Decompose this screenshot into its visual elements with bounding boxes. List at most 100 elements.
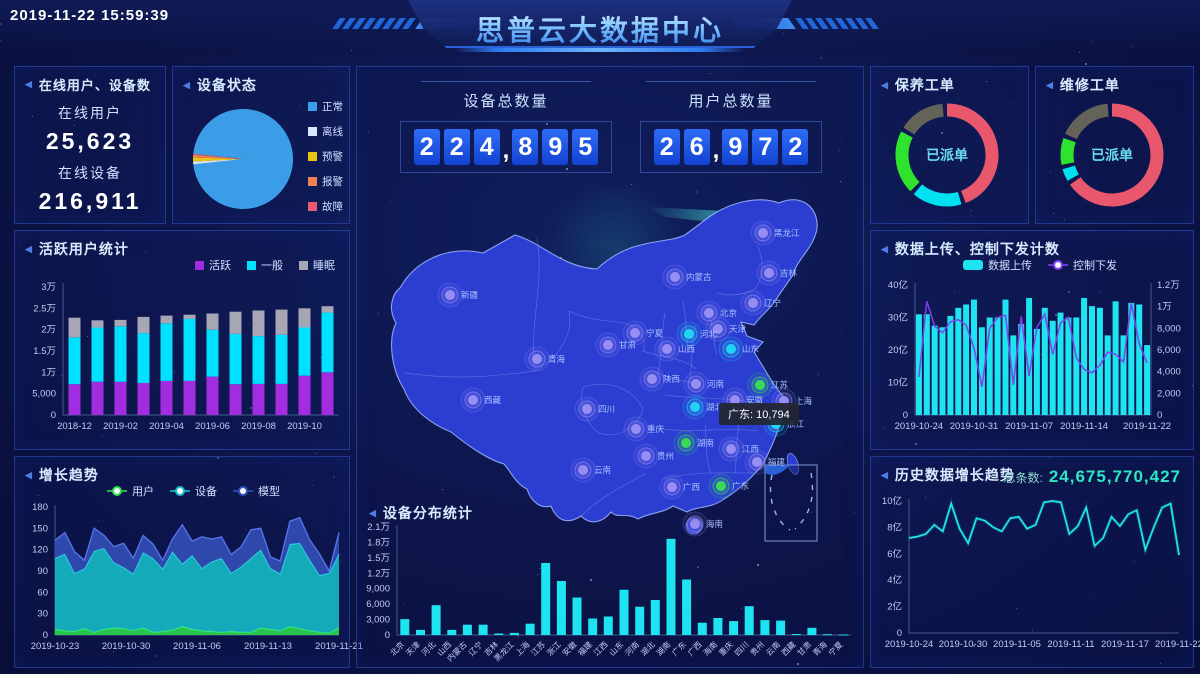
svg-text:1万: 1万	[41, 367, 56, 378]
map-bubble-湖北[interactable]: 湖北	[682, 394, 724, 420]
active-users-bar-chart[interactable]: 0 5,000 1万 1.5万 2万 2.5万 3万 2018-12 2019-02 2019-0…	[15, 275, 349, 449]
upload-barline-chart[interactable]: 0 10亿 20亿 30亿 40亿 0 2,000 4,000 6,000 8,000 1万 1.2万…	[871, 275, 1193, 449]
panel-device-status: ◀ 设备状态 正常 离线 预警 报警 故障	[172, 66, 350, 224]
panel-arrow-icon: ◀	[881, 79, 889, 90]
legend-label: 预警	[322, 151, 343, 163]
device-status-pie-chart[interactable]	[173, 93, 349, 223]
legend-item[interactable]: 预警	[308, 149, 343, 164]
map-bubble-宁夏[interactable]: 宁夏	[622, 320, 664, 346]
svg-text:40亿: 40亿	[888, 279, 908, 291]
map-bubble-内蒙古[interactable]: 内蒙古	[662, 264, 712, 290]
upload-legend[interactable]: 数据上传 控制下发	[963, 257, 1117, 273]
legend-item[interactable]: 正常	[308, 99, 343, 114]
panel-arrow-icon: ◀	[881, 243, 889, 254]
map-bubble-海南[interactable]: 海南	[682, 511, 723, 537]
map-bubble-新疆[interactable]: 新疆	[437, 282, 479, 308]
svg-text:北京: 北京	[388, 639, 406, 657]
growth-area-chart[interactable]: 0 30 60 90 120 150 180 2019-10-23 2019-10-30 2019…	[15, 501, 363, 667]
map-bubble-河南[interactable]: 河南	[683, 371, 724, 397]
svg-text:6亿: 6亿	[887, 548, 902, 560]
history-total-label: 总条数:	[1003, 471, 1043, 485]
legend-item[interactable]: 活跃	[195, 257, 231, 273]
svg-text:四川: 四川	[733, 640, 751, 658]
legend-item[interactable]: 故障	[308, 199, 343, 214]
map-bubble-江西[interactable]: 江西	[718, 436, 759, 462]
distribution-bar-chart[interactable]: 03,0006,0009,0001.2万1.5万1.8万2.1万北京天津河北山西…	[357, 522, 863, 671]
map-bubble-吉林[interactable]: 吉林	[756, 260, 798, 286]
page-title: 思普云大数据中心	[0, 9, 1200, 49]
history-total: 总条数: 24,675,770,427	[1003, 467, 1181, 487]
legend-item[interactable]: 报警	[308, 174, 343, 189]
map-bubble-天津[interactable]: 天津	[705, 316, 747, 342]
svg-text:上海: 上海	[795, 396, 813, 406]
distribution-title-row: ◀ 设备分布统计	[369, 503, 473, 523]
svg-text:0: 0	[43, 630, 48, 641]
growth-legend[interactable]: 用户 设备 模型	[107, 483, 280, 499]
svg-text:云南: 云南	[764, 639, 782, 657]
svg-text:0: 0	[1157, 410, 1162, 421]
map-bubble-辽宁[interactable]: 辽宁	[740, 290, 781, 316]
svg-text:1.5万: 1.5万	[367, 553, 390, 564]
legend-marker-icon	[308, 177, 317, 186]
china-landmass[interactable]	[390, 199, 818, 523]
map-bubble-福建[interactable]: 福建	[744, 449, 786, 475]
maintenance-donut-chart[interactable]: 已派单	[871, 91, 1028, 223]
device-total-label: 设备总数量	[463, 93, 549, 110]
panel-arrow-icon: ◀	[1046, 79, 1054, 90]
south-china-sea-inset	[764, 464, 818, 542]
svg-text:2019-06: 2019-06	[195, 421, 230, 432]
device-status-legend[interactable]: 正常离线预警报警故障	[308, 99, 343, 214]
panel-repair-orders: ◀ 维修工单 已派单	[1035, 66, 1194, 224]
panel-active-users: ◀ 活跃用户统计 活跃 一般 睡眠 0 5,000 1万 1.5万 2万 2.5万 3万 2018…	[14, 230, 350, 450]
map-bubble-重庆[interactable]: 重庆	[623, 416, 665, 442]
svg-text:陕西: 陕西	[663, 374, 680, 384]
panel-title: 保养工单	[894, 77, 955, 93]
legend-item[interactable]: 离线	[308, 124, 343, 139]
map-bubble-云南[interactable]: 云南	[570, 457, 611, 483]
map-bubble-陕西[interactable]: 陕西	[639, 366, 680, 392]
legend-marker-icon	[195, 260, 204, 270]
svg-text:2019-10-30: 2019-10-30	[102, 641, 151, 652]
map-bubble-广东[interactable]: 广东	[708, 473, 749, 499]
map-bubble-河北[interactable]: 河北	[676, 321, 718, 347]
legend-marker-icon	[1048, 260, 1068, 270]
active-users-legend[interactable]: 活跃 一般 睡眠	[195, 257, 335, 273]
header-title-plate	[408, 0, 792, 48]
legend-item[interactable]: 睡眠	[299, 257, 335, 273]
svg-text:西藏: 西藏	[484, 395, 502, 405]
map-bubble-湖南[interactable]: 湖南	[673, 430, 714, 456]
map-bubble-四川[interactable]: 四川	[574, 396, 615, 422]
svg-text:河北: 河北	[419, 639, 437, 657]
svg-text:河南: 河南	[623, 639, 641, 657]
map-bubble-黑龙江[interactable]: 黑龙江	[750, 220, 800, 246]
map-bubble-北京[interactable]: 北京	[696, 300, 737, 326]
map-bubble-山西[interactable]: 山西	[654, 336, 695, 362]
svg-text:甘肃: 甘肃	[795, 639, 813, 657]
history-line-chart[interactable]: 0 2亿 4亿 6亿 8亿 10亿 2019-10-24 2019-10-30 2019-11-…	[871, 491, 1200, 667]
map-bubble-贵州[interactable]: 贵州	[633, 443, 674, 469]
map-bubble-山东[interactable]: 山东	[718, 336, 759, 362]
svg-text:湖南: 湖南	[654, 639, 672, 657]
map-bubble-江苏[interactable]: 江苏	[747, 372, 789, 398]
map-bubble-甘肃[interactable]: 甘肃	[595, 332, 637, 358]
svg-text:8亿: 8亿	[887, 521, 902, 533]
legend-item[interactable]: 模型	[233, 483, 280, 499]
svg-text:2019-11-13: 2019-11-13	[244, 641, 292, 652]
legend-item[interactable]: 设备	[170, 483, 217, 499]
map-bubble-西藏[interactable]: 西藏	[460, 387, 502, 413]
repair-donut-chart[interactable]: 已派单	[1036, 91, 1193, 223]
legend-item[interactable]: 用户	[107, 483, 154, 499]
panel-title: 数据上传、控制下发计数	[894, 241, 1060, 257]
legend-item[interactable]: 数据上传	[963, 257, 1032, 273]
map-bubble-青海[interactable]: 青海	[524, 346, 566, 372]
svg-text:宁夏: 宁夏	[646, 328, 664, 338]
legend-label: 模型	[258, 486, 280, 498]
map-bubble-广西[interactable]: 广西	[659, 474, 700, 500]
online-devices-label: 在线设备	[58, 165, 122, 181]
legend-item[interactable]: 一般	[247, 257, 283, 273]
legend-item[interactable]: 控制下发	[1048, 257, 1117, 273]
